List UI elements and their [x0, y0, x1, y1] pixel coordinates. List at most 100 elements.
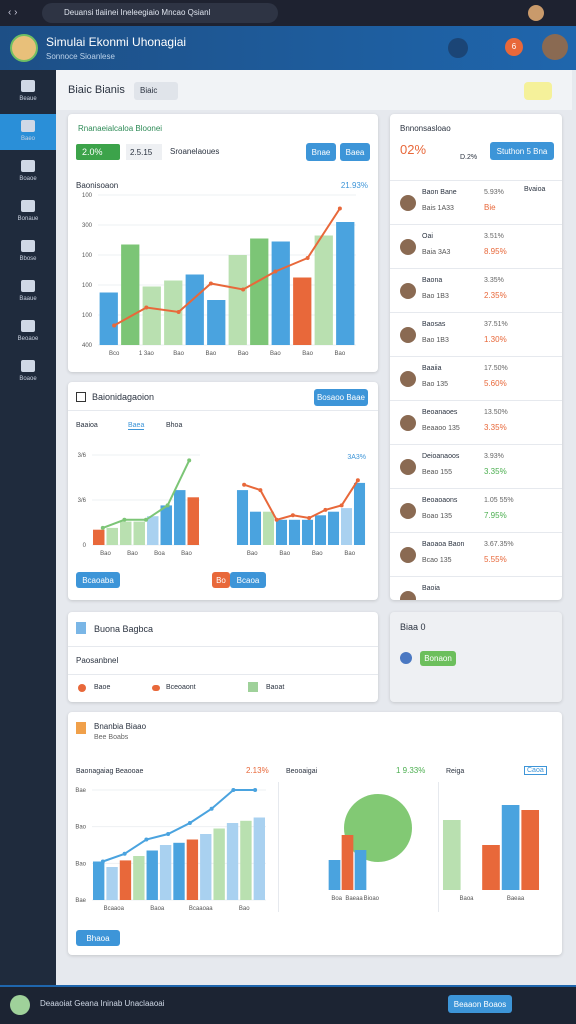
row-change: Bie: [484, 203, 496, 212]
avatar: [400, 547, 416, 563]
list-row[interactable]: Beoanaoes Beaaoo 135 13.50% 3.35%: [390, 400, 562, 444]
tab[interactable]: Baaioa: [76, 422, 98, 429]
main-card: Rnanaeialcaloa Bloonei 2.0% 2.5.15 Sroan…: [68, 114, 378, 372]
row-change: 5.60%: [484, 379, 507, 388]
row-value: 3.93%: [484, 453, 504, 460]
button[interactable]: Baea: [340, 143, 370, 161]
url-text: Deuansi tlaiinei Ineleegiaio Mncao Qsian…: [64, 8, 211, 17]
card-title: Rnanaeialcaloa Bloonei: [78, 124, 163, 133]
avatar: [400, 195, 416, 211]
sidebar-icon[interactable]: [21, 80, 35, 92]
sidebar-label[interactable]: Boaoe: [19, 376, 37, 382]
footer-button[interactable]: Beaaon Boaos: [448, 995, 512, 1013]
sidebar-label[interactable]: Beoaoe: [17, 336, 39, 342]
sidebar-icon[interactable]: [21, 240, 35, 252]
list-row[interactable]: Oai Baia 3A3 3.51% 8.95%: [390, 224, 562, 268]
list-button[interactable]: Stuthon 5 Bna: [490, 142, 554, 160]
row-value: 5.93%: [484, 189, 504, 196]
list-row[interactable]: Beoaoaons Boao 135 1.05 55% 7.95%: [390, 488, 562, 532]
icon: [400, 652, 412, 664]
filter-item[interactable]: Baoat: [266, 684, 285, 691]
side-card: Biaa 0 Bonaon: [390, 612, 562, 702]
tab[interactable]: Baea: [128, 422, 145, 430]
button[interactable]: Bo: [212, 572, 230, 588]
sidebar-icon[interactable]: [21, 360, 35, 372]
sidebar-label[interactable]: Boaoe: [19, 176, 37, 182]
footer-icon: [10, 995, 30, 1015]
row-value: 3.67.35%: [484, 541, 514, 548]
sidebar-icon[interactable]: [21, 280, 35, 292]
button[interactable]: Bcaoaba: [76, 572, 120, 588]
avatar: [400, 459, 416, 475]
filter-item[interactable]: Bceoaont: [166, 684, 196, 691]
button[interactable]: Bhaoa: [76, 930, 120, 946]
list-row[interactable]: Baosas Bao 1B3 37.51% 1.30%: [390, 312, 562, 356]
avatar: [400, 283, 416, 299]
row-sub: Bcao 135: [422, 557, 452, 564]
sidebar-icon[interactable]: [21, 120, 35, 132]
list-row[interactable]: Baoia: [390, 576, 562, 600]
chart-title: Baonagaiag Beaooae: [76, 768, 144, 775]
button[interactable]: Bosaoo Baae: [314, 389, 368, 406]
list-row[interactable]: Baon Bane Bais 1A33 5.93% Bie: [390, 180, 562, 224]
card-icon: [76, 622, 86, 634]
user-avatar[interactable]: [542, 34, 568, 60]
card-icon: [76, 392, 86, 402]
filter-item[interactable]: Baoe: [94, 684, 111, 691]
divider: [68, 410, 378, 411]
row-name: Baosas: [422, 321, 446, 328]
list-row[interactable]: Baaiia Bao 135 17.50% 5.60%: [390, 356, 562, 400]
status-chip[interactable]: [524, 82, 552, 100]
tab[interactable]: Bhoa: [166, 422, 183, 429]
button[interactable]: Bnae: [306, 143, 336, 161]
url-field[interactable]: Deuansi tlaiinei Ineleegiaio Mncao Qsian…: [42, 3, 278, 23]
logo[interactable]: [10, 34, 38, 62]
app-title: Simulai Ekonmi Uhonagiai: [46, 35, 187, 49]
search-icon[interactable]: [448, 38, 468, 58]
toolbar: Biaic Bianis Biaic: [56, 70, 572, 110]
browser-bar: ‹ › Deuansi tlaiinei Ineleegiaio Mncao Q…: [0, 0, 576, 26]
chart-title: Baonisoaon: [76, 181, 119, 190]
sidebar-label[interactable]: Baaue: [19, 296, 37, 302]
filter-select[interactable]: Paosanbnel: [76, 656, 119, 665]
divider: [438, 782, 439, 912]
filter-card: Buona Bagbca Paosanbnel Baoe Bceoaont Ba…: [68, 612, 378, 702]
card-title: Bnanbia Biaao: [94, 722, 147, 731]
row-name: Beoaoaons: [422, 497, 458, 504]
toolbar-title: Biaic Bianis: [68, 84, 125, 96]
notification-badge[interactable]: 6: [505, 38, 523, 56]
row-value: 13.50%: [484, 409, 508, 416]
chart-value: 1 9.33%: [396, 766, 426, 775]
list-row[interactable]: Deioanaoos Beao 155 3.93% 3.35%: [390, 444, 562, 488]
card-icon: [76, 722, 86, 734]
list-row[interactable]: Baona Bao 1B3 3.35% 2.35%: [390, 268, 562, 312]
dot: [152, 685, 160, 691]
sidebar-label[interactable]: Bbose: [19, 256, 37, 262]
row-change: 5.55%: [484, 555, 507, 564]
sidebar-icon[interactable]: [21, 200, 35, 212]
row-sub: Boao 135: [422, 513, 452, 520]
back-button[interactable]: ‹ ›: [8, 7, 18, 18]
footer: Deaaoiat Geana Ininab Unaclaaoai Beaaon …: [0, 985, 576, 1024]
footer-text: Deaaoiat Geana Ininab Unaclaaoai: [40, 999, 165, 1008]
row-sub: Bao 135: [422, 381, 449, 388]
sidebar-icon[interactable]: [21, 160, 35, 172]
side-button[interactable]: Bonaon: [420, 651, 456, 666]
list-card: Bnnonsasloao 02% D.2% Stuthon 5 Bna Bvai…: [390, 114, 562, 600]
sidebar-icon[interactable]: [21, 320, 35, 332]
row-change: 8.95%: [484, 247, 507, 256]
toolbar-select[interactable]: Biaic: [134, 82, 178, 100]
row-sub: Baia 3A3: [422, 249, 451, 256]
chart-value: Caoa: [524, 766, 547, 775]
browser-avatar[interactable]: [528, 5, 544, 21]
card-title: Baionidagaoion: [92, 392, 155, 402]
sidebar-label[interactable]: Beaue: [19, 96, 37, 102]
row-change: 3.35%: [484, 467, 507, 476]
sidebar-label[interactable]: Bonaue: [17, 216, 39, 222]
button[interactable]: Bcaoa: [230, 572, 266, 588]
sidebar-label[interactable]: Baeo: [20, 136, 35, 142]
badge: 2.0%: [76, 144, 120, 160]
list-row[interactable]: Baoaoa Baon Bcao 135 3.67.35% 5.55%: [390, 532, 562, 576]
divider: [68, 674, 378, 675]
